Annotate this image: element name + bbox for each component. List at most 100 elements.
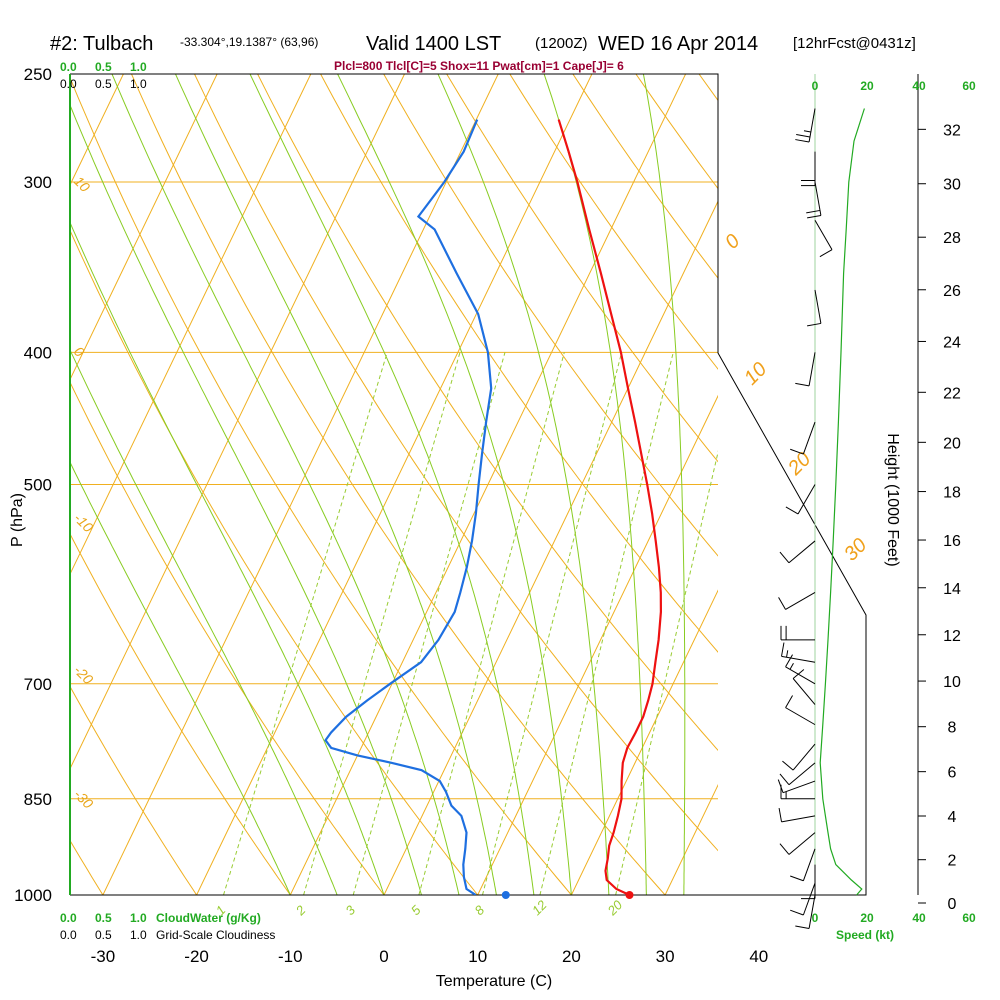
wind-barb-flag <box>790 875 804 882</box>
height-label: 16 <box>943 533 961 550</box>
wind-barb-flag <box>786 650 789 658</box>
pressure-labels: 250 300 400 500 700 850 1000 <box>14 65 52 905</box>
pressure-label-500: 500 <box>24 476 52 495</box>
station-coords: -33.304°,19.1387° (63,96) <box>180 35 318 49</box>
dry-adiabat <box>931 50 1000 924</box>
wind-barb-flag <box>790 448 804 455</box>
wind-barb-flag <box>807 214 821 219</box>
temperature-line <box>557 119 663 895</box>
wind-barb <box>785 654 816 685</box>
height-axis-label: Height (1000 Feet) <box>884 433 901 566</box>
height-label: 2 <box>948 853 957 870</box>
moist-adiabat <box>70 461 291 895</box>
height-label: 30 <box>943 177 961 194</box>
cloudwater-scale-0: 0.0 <box>60 911 77 925</box>
x-axis-label: Temperature (C) <box>436 973 552 990</box>
wind-barb <box>801 864 816 900</box>
speed-scale-bottom: 0 20 40 60 Speed (kt) <box>812 911 976 942</box>
wind-speed-line <box>819 108 865 896</box>
station-title: #2: Tulbach <box>50 33 153 55</box>
wind-barb-staff <box>785 666 816 685</box>
wind-barb-flag <box>789 663 794 670</box>
wind-barb-flag <box>790 909 804 916</box>
cloudwater-scale-2: 1.0 <box>130 911 147 925</box>
wind-barb-staff <box>792 743 816 771</box>
wind-barb-staff <box>781 655 816 663</box>
wind-barb <box>795 108 816 143</box>
wind-barb-staff <box>788 540 816 564</box>
surface-dewpoint-marker <box>501 891 510 899</box>
mixing-ratio-label: 20 <box>604 897 626 919</box>
dry-adiabat <box>70 76 573 895</box>
height-label: 8 <box>948 720 957 737</box>
wind-barb-staff <box>797 484 816 515</box>
isotherm <box>289 74 687 895</box>
speed-bottom-20: 20 <box>860 911 874 925</box>
wind-barb-staff <box>814 181 822 216</box>
mixing-ratio-label: 12 <box>529 897 550 918</box>
wind-barb-staff <box>814 219 833 250</box>
speed-bottom-0: 0 <box>812 911 819 925</box>
wind-barb-flag <box>803 130 811 133</box>
dry-adiabat <box>320 74 718 653</box>
wind-barb <box>780 625 815 641</box>
dry-adiabat-label: 10 <box>740 358 771 389</box>
isotherm-label: -30 <box>71 786 97 812</box>
temperature-label: 0 <box>379 947 388 966</box>
wind-barb-staff <box>808 108 816 143</box>
speed-top-60: 60 <box>962 79 976 93</box>
wind-barb-staff <box>785 707 816 726</box>
moist-adiabat <box>70 348 338 895</box>
height-label: 32 <box>943 122 961 139</box>
wind-barb <box>801 151 816 187</box>
isotherm-label: -10 <box>71 510 97 536</box>
pressure-label-850: 850 <box>24 790 52 809</box>
isotherm <box>196 74 593 895</box>
wind-barb-staff <box>802 848 816 881</box>
dewpoint-line <box>324 119 493 895</box>
temperature-label: 30 <box>656 947 675 966</box>
dry-adiabat <box>70 229 479 895</box>
surface-temperature-marker <box>625 891 634 899</box>
wind-barb <box>795 352 816 387</box>
valid-time: Valid 1400 LST <box>366 33 501 55</box>
speed-top-40: 40 <box>912 79 926 93</box>
temperature-label: -30 <box>91 947 116 966</box>
mixing-ratio-line <box>303 352 461 895</box>
dry-adiabat-label: 0 <box>721 230 744 253</box>
wind-barb <box>779 762 816 786</box>
isotherm <box>70 74 218 381</box>
mixing-ratio-label: 5 <box>408 902 424 918</box>
dry-adiabat <box>193 74 718 852</box>
height-label: 26 <box>943 283 961 300</box>
isotherm <box>102 74 499 895</box>
dry-adiabat <box>0 50 26 924</box>
wind-barb <box>814 219 833 258</box>
height-label: 22 <box>943 385 961 402</box>
bottom-legend: 0.0 0.5 1.0 CloudWater (g/Kg) 0.0 0.5 1.… <box>60 911 275 942</box>
wind-barb-flag <box>777 779 784 793</box>
dry-adiabat <box>130 74 666 895</box>
moist-adiabat <box>111 74 460 895</box>
top-cloudiness-scale-1: 0.5 <box>95 77 112 91</box>
moist-adiabat <box>543 74 647 895</box>
moist-adiabat <box>337 74 572 895</box>
wind-barb-staff <box>782 780 816 794</box>
height-label: 20 <box>943 435 961 452</box>
pressure-label-400: 400 <box>24 343 52 362</box>
mixing-ratio-line <box>418 352 565 895</box>
sounding-params: Plcl=800 Tlcl[C]=5 Shox=11 Pwat[cm]=1 Ca… <box>334 59 624 73</box>
height-label: 0 <box>948 896 957 913</box>
height-label: 18 <box>943 485 961 502</box>
pressure-label-300: 300 <box>24 173 52 192</box>
wind-panel <box>777 74 865 929</box>
speed-top-20: 20 <box>860 79 874 93</box>
isotherm <box>853 74 1000 895</box>
wind-barb-flag <box>819 249 833 258</box>
height-label: 28 <box>943 230 961 247</box>
wind-barb <box>790 848 816 882</box>
profiles-clipped <box>324 119 663 895</box>
dry-adiabat <box>994 50 1000 924</box>
